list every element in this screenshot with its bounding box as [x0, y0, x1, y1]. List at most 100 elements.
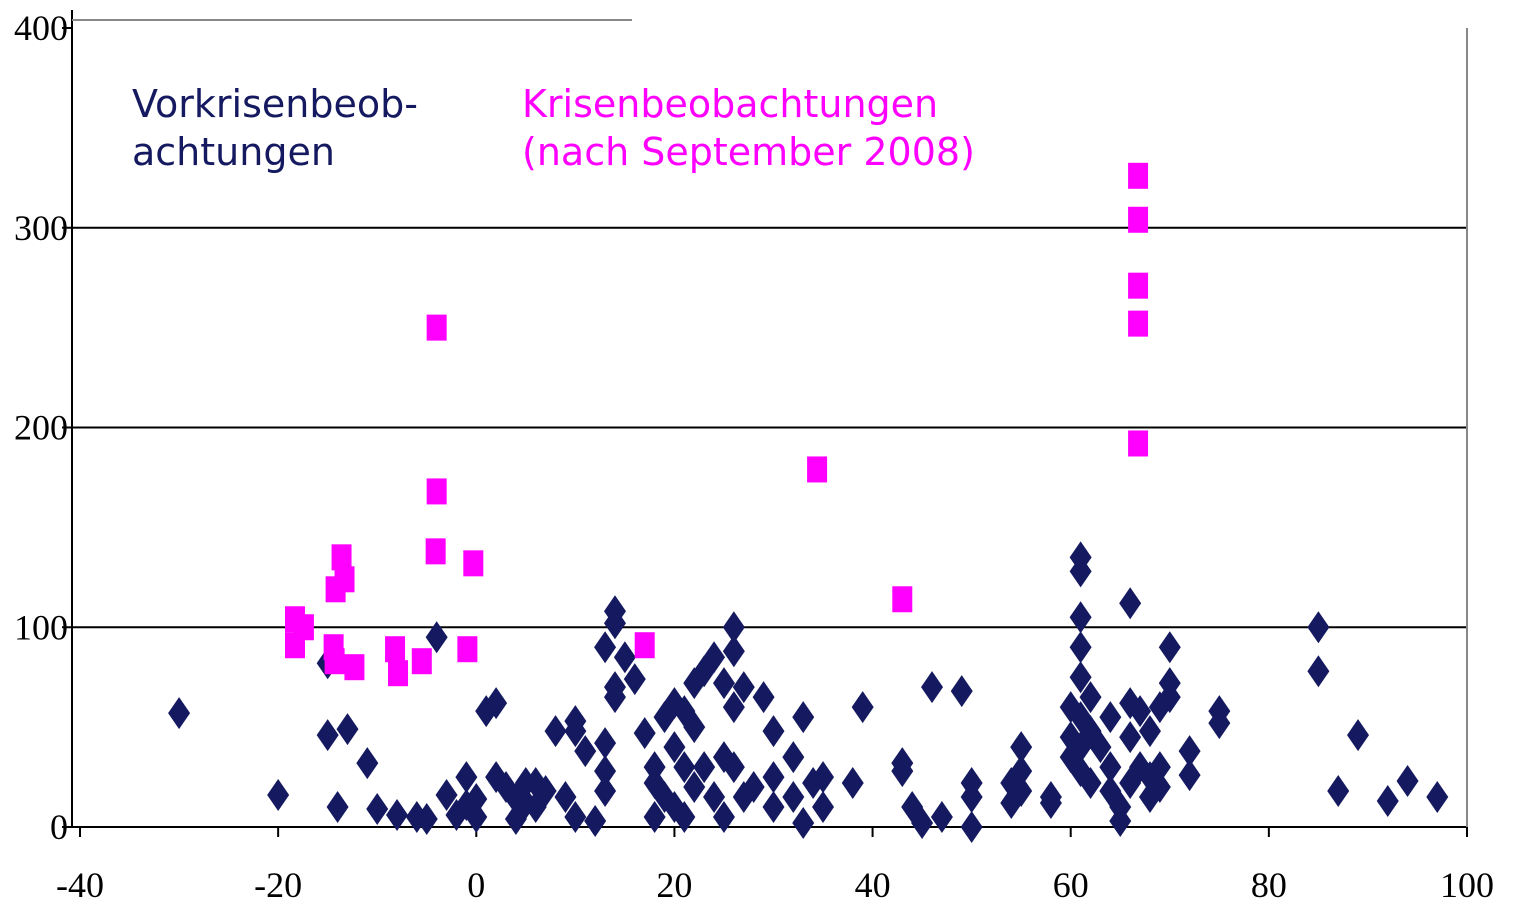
diamond-point	[1079, 681, 1102, 714]
diamond-point	[1376, 785, 1399, 818]
legend-label: Vorkrisenbeob-achtungen	[132, 82, 418, 174]
diamond-point	[435, 779, 458, 812]
diamond-point	[594, 727, 617, 760]
x-tick-label: 40	[855, 865, 891, 905]
legend-label: Krisenbeobachtungen (nach September 2008)	[522, 82, 975, 174]
square-point	[1128, 310, 1149, 337]
diamond-point	[683, 771, 706, 804]
x-tick-label: -20	[254, 865, 302, 905]
diamond-point	[851, 691, 874, 724]
diamond-point	[1178, 735, 1201, 768]
diamond-point	[841, 767, 864, 800]
diamond-point	[782, 741, 805, 774]
square-point	[425, 538, 446, 565]
square-point	[284, 632, 305, 659]
diamond-point	[1099, 751, 1122, 784]
diamond-point	[683, 711, 706, 744]
diamond-point	[703, 641, 726, 674]
diamond-point	[168, 697, 191, 730]
diamond-point	[1010, 775, 1033, 808]
diamond-point	[673, 801, 696, 834]
diamond-point	[703, 781, 726, 814]
x-tick-label: 100	[1440, 865, 1494, 905]
diamond-point	[960, 781, 983, 814]
diamond-point	[1327, 775, 1350, 808]
diamond-point	[792, 701, 815, 734]
legend-line: Krisenbeobachtungen	[522, 82, 938, 126]
square-point	[463, 550, 484, 577]
diamond-point	[534, 775, 557, 808]
diamond-point	[673, 751, 696, 784]
diamond-point	[1347, 719, 1370, 752]
diamond-point	[1178, 759, 1201, 792]
diamond-point	[960, 811, 983, 843]
diamond-point	[1396, 765, 1419, 798]
diamond-point	[316, 719, 339, 752]
diamond-point	[326, 791, 349, 824]
diamond-point	[722, 635, 745, 668]
diamond-point	[1039, 787, 1062, 820]
square-point	[1128, 430, 1149, 457]
square-point	[1128, 162, 1149, 189]
diamond-point	[594, 755, 617, 788]
diamond-point	[1109, 805, 1132, 838]
square-point	[385, 636, 406, 663]
y-tick-label: 400	[14, 8, 68, 48]
square-point	[426, 314, 447, 341]
diamond-point	[693, 751, 716, 784]
diamond-point	[564, 801, 587, 834]
diamond-point	[1138, 715, 1161, 748]
diamond-point	[603, 681, 626, 714]
diamond-point	[1119, 721, 1142, 754]
diamond-point	[584, 805, 607, 838]
diamond-point	[722, 691, 745, 724]
square-point	[1128, 272, 1149, 299]
diamond-point	[1307, 611, 1330, 644]
square-point	[324, 648, 345, 675]
diamond-point	[891, 755, 914, 788]
y-tick-label: 0	[50, 807, 68, 847]
diamond-point	[594, 631, 617, 664]
y-tick-label: 100	[14, 607, 68, 647]
diamond-point	[782, 781, 805, 814]
diamond-point	[950, 675, 973, 708]
x-tick-label: 60	[1053, 865, 1089, 905]
diamond-point	[1208, 707, 1231, 740]
diamond-point	[1010, 755, 1033, 788]
legend-line: achtungen	[132, 130, 335, 174]
diamond-point	[613, 641, 636, 674]
diamond-point	[762, 761, 785, 794]
diamond-point	[1426, 781, 1449, 814]
diamond-point	[425, 621, 448, 654]
diamond-point	[336, 713, 359, 746]
diamond-point	[1158, 631, 1181, 664]
diamond-point	[1158, 681, 1181, 714]
diamond-point	[366, 793, 389, 826]
square-point	[634, 632, 655, 659]
diamond-point	[564, 705, 587, 738]
diamond-point	[1119, 587, 1142, 620]
diamond-point	[603, 607, 626, 640]
square-point	[411, 648, 432, 675]
diamond-point	[1148, 771, 1171, 804]
diamond-point	[762, 791, 785, 824]
diamond-point	[544, 715, 567, 748]
diamond-point	[267, 779, 290, 812]
diamond-point	[465, 801, 488, 834]
square-point	[892, 586, 913, 613]
diamond-point	[1099, 701, 1122, 734]
diamond-point	[465, 783, 488, 816]
diamond-point	[712, 801, 735, 834]
x-tick-label: 20	[656, 865, 692, 905]
square-point	[331, 544, 352, 571]
diamond-point	[1148, 751, 1171, 784]
x-tick-label: 0	[467, 865, 485, 905]
diamond-point	[812, 761, 835, 794]
diamond-point	[911, 807, 934, 840]
square-point	[1128, 206, 1149, 233]
legend-line: Vorkrisenbeob-	[132, 82, 418, 126]
diamond-point	[386, 799, 409, 832]
diamond-point	[921, 671, 944, 704]
